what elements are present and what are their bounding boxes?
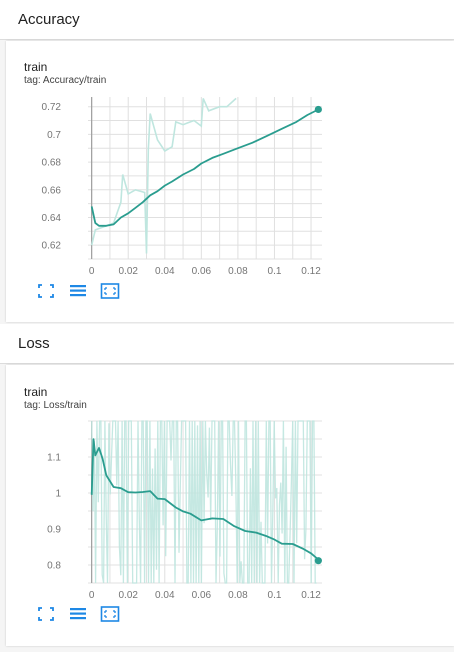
run-name: train <box>24 385 48 399</box>
smoothed-series-line <box>90 438 319 561</box>
y-tick-label: 0.62 <box>42 241 62 252</box>
x-tick-label: 0 <box>89 590 95 601</box>
x-tick-label: 0.06 <box>192 590 212 601</box>
x-tick-label: 0.12 <box>301 266 321 277</box>
y-tick-label: 0.8 <box>47 561 61 572</box>
section-title: Loss <box>18 335 50 352</box>
chart-card-loss: train tag: Loss/train 0 0.02 0.04 0.06 0.08 0… <box>6 365 454 646</box>
x-tick-label: 0.04 <box>155 266 175 277</box>
run-name: train <box>24 60 48 74</box>
x-tick-label: 0.12 <box>301 590 321 601</box>
x-tick-label: 0.04 <box>155 590 175 601</box>
raw-series-line <box>91 420 317 584</box>
fit-domain-icon[interactable] <box>100 282 120 300</box>
toggle-log-scale-icon[interactable] <box>68 605 88 623</box>
raw-series-line <box>90 97 237 254</box>
last-point-marker <box>314 105 322 114</box>
x-tick-label: 0.02 <box>118 590 138 601</box>
toggle-log-scale-icon[interactable] <box>68 282 88 300</box>
y-tick-label: 1 <box>55 489 61 500</box>
chart-toolbar <box>36 282 120 302</box>
chart-toolbar <box>36 605 120 625</box>
loss-chart[interactable]: 0 0.02 0.04 0.06 0.08 0.1 0.12 0.8 0.9 1 1.1 <box>6 417 454 652</box>
fullscreen-icon[interactable] <box>36 605 56 623</box>
run-tag: tag: Loss/train <box>24 400 87 411</box>
y-tick-label: 0.64 <box>42 213 62 224</box>
x-tick-label: 0.06 <box>192 266 212 277</box>
x-tick-label: 0.02 <box>118 266 138 277</box>
x-tick-label: 0 <box>89 266 95 277</box>
section-header-accuracy[interactable]: Accuracy <box>0 0 454 40</box>
loss-section: Loss train tag: Loss/train 0 0.02 0.04 0.06… <box>0 324 454 646</box>
x-tick-label: 0.1 <box>268 590 282 601</box>
last-point-marker <box>314 557 322 565</box>
x-tick-label: 0.08 <box>228 590 248 601</box>
y-tick-label: 1.1 <box>47 453 61 464</box>
y-tick-label: 0.66 <box>42 185 62 196</box>
section-header-loss[interactable]: Loss <box>0 324 454 364</box>
smoothed-series-line <box>90 108 319 227</box>
run-tag: tag: Accuracy/train <box>24 75 107 86</box>
x-tick-label: 0.08 <box>228 266 248 277</box>
chart-card-accuracy: train tag: Accuracy/train 0 0.02 0.04 0.06 0… <box>6 41 454 322</box>
y-tick-label: 0.9 <box>47 525 61 536</box>
accuracy-chart[interactable]: 0 0.02 0.04 0.06 0.08 0.1 0.12 0.62 0.64 0.66 0.68… <box>6 93 454 333</box>
fit-domain-icon[interactable] <box>100 605 120 623</box>
y-tick-label: 0.72 <box>42 102 62 113</box>
fullscreen-icon[interactable] <box>36 282 56 300</box>
y-tick-label: 0.68 <box>42 158 62 169</box>
section-title: Accuracy <box>18 11 80 28</box>
x-tick-label: 0.1 <box>268 266 282 277</box>
accuracy-section: Accuracy train tag: Accuracy/train 0 0.02… <box>0 0 454 322</box>
y-tick-label: 0.7 <box>47 130 61 141</box>
